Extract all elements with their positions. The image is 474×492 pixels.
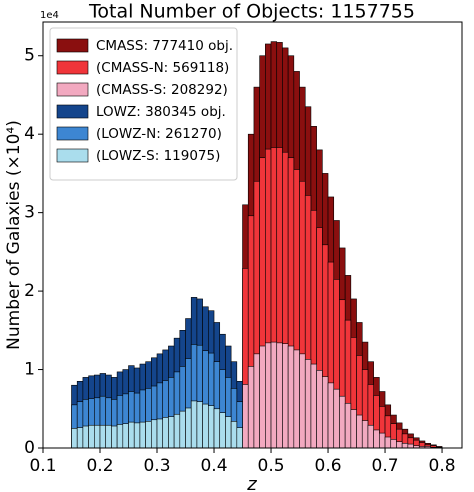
bars (71, 41, 443, 449)
y-tick-label: 2 (24, 281, 35, 301)
bar (208, 405, 215, 449)
bar (173, 413, 181, 449)
bar (333, 388, 340, 449)
bar (190, 400, 198, 449)
x-tick-label: 0.2 (86, 456, 113, 476)
bar (299, 353, 306, 449)
bar (253, 353, 260, 449)
bar (99, 424, 107, 449)
bar (128, 421, 135, 449)
bar (259, 345, 266, 449)
axes: 0.1 0.2 0.3 0.4 0.5 0.6 0.7 0.8 0 1 2 3 4 5 (24, 21, 463, 476)
bar (105, 424, 112, 449)
bar (390, 439, 397, 449)
bar (230, 421, 238, 449)
bar (379, 432, 386, 449)
bar (139, 421, 146, 449)
bar (145, 421, 152, 449)
bar (316, 370, 323, 449)
bar (71, 428, 78, 449)
bar (396, 441, 403, 449)
y-tick-label: 1 (24, 360, 35, 380)
bar (179, 410, 186, 449)
bar (361, 420, 369, 449)
legend-box (49, 27, 238, 181)
bar (236, 427, 243, 449)
bar (156, 418, 164, 449)
bar (356, 414, 363, 449)
x-tick-label: 0.1 (29, 456, 56, 476)
x-tick-label: 0.6 (315, 456, 342, 476)
bar (276, 342, 283, 449)
x-tick-label: 0.4 (200, 456, 227, 476)
bar (339, 395, 346, 449)
legend-swatch (56, 60, 89, 75)
bar (407, 443, 414, 449)
chart-title: Total Number of Objects: 1157755 (88, 1, 415, 23)
bar (242, 384, 249, 449)
bar (162, 417, 169, 449)
legend-label: LOWZ: 380345 obj. (96, 104, 226, 120)
legend-swatch (56, 126, 89, 141)
bar (270, 341, 278, 449)
legend-swatch (56, 38, 89, 53)
legend-swatch (56, 82, 89, 97)
x-axis-label: z (246, 474, 257, 492)
bar (282, 343, 289, 449)
bar (373, 429, 380, 449)
y-tick-label: 3 (24, 203, 35, 223)
bar (310, 363, 317, 449)
y-tick-label: 4 (24, 124, 35, 144)
bar (94, 424, 101, 449)
bar (367, 424, 374, 449)
legend-label: (LOWZ-S: 119075) (96, 148, 220, 164)
bar (327, 382, 335, 449)
legend: CMASS: 777410 obj. (CMASS-N: 569118) (CMAS… (49, 27, 238, 181)
bar (168, 416, 175, 449)
x-tick-label: 0.8 (429, 456, 456, 476)
bar (202, 403, 209, 449)
bar (151, 419, 158, 449)
y-offset-text: 1e4 (40, 10, 59, 21)
legend-label: CMASS: 777410 obj. (96, 38, 233, 54)
bar (122, 423, 129, 449)
bar (247, 366, 255, 449)
legend-swatch (56, 104, 89, 119)
bar (344, 402, 352, 449)
legend-swatch (56, 148, 89, 163)
bar (196, 401, 203, 449)
y-axis-label: Number of Galaxies (×10⁴) (4, 120, 24, 350)
x-tick-label: 0.3 (143, 456, 170, 476)
bar (401, 442, 409, 449)
y-tick-label: 0 (24, 438, 35, 458)
legend-label: (CMASS-N: 569118) (96, 60, 229, 76)
bar (111, 425, 118, 449)
bar (133, 422, 141, 449)
legend-label: (CMASS-S: 208292) (96, 82, 228, 98)
bar (116, 424, 124, 449)
bar (384, 436, 392, 449)
bar (265, 342, 272, 449)
bar (287, 345, 295, 449)
bar (213, 408, 221, 449)
bar (185, 407, 192, 449)
bar (304, 359, 312, 449)
bar (293, 349, 300, 449)
bar (76, 427, 84, 449)
legend-label: (LOWZ-N: 261270) (96, 126, 222, 142)
plot-frame (42, 21, 463, 449)
y-tick-label: 5 (24, 46, 35, 66)
bar (350, 409, 357, 449)
bar (225, 416, 232, 449)
bar (219, 412, 226, 449)
bar (322, 376, 329, 449)
bar (82, 425, 89, 449)
x-tick-label: 0.5 (258, 456, 285, 476)
x-tick-label: 0.7 (372, 456, 399, 476)
bar (88, 424, 95, 449)
